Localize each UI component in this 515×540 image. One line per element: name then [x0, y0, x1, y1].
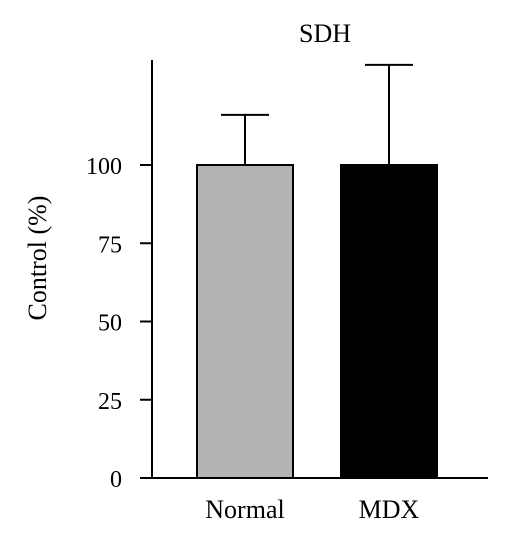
- y-tick-label: 50: [98, 311, 122, 337]
- y-tick-label: 75: [98, 232, 122, 258]
- bar-mdx: [340, 164, 438, 479]
- y-tick-label: 0: [110, 467, 122, 493]
- error-bars-group: [221, 63, 413, 165]
- x-tick-label-normal: Normal: [205, 495, 284, 524]
- chart-title: SDH: [299, 19, 351, 48]
- bar-normal: [196, 164, 294, 479]
- x-tick-label-mdx: MDX: [359, 495, 420, 524]
- y-axis-title: Control (%): [23, 196, 52, 321]
- y-ticks-group: 0 25 50 75 100: [86, 154, 152, 493]
- x-labels-group: Normal MDX: [205, 495, 419, 524]
- y-tick-label: 25: [98, 389, 122, 415]
- y-tick-label: 100: [86, 154, 122, 180]
- bars-group: [196, 164, 438, 479]
